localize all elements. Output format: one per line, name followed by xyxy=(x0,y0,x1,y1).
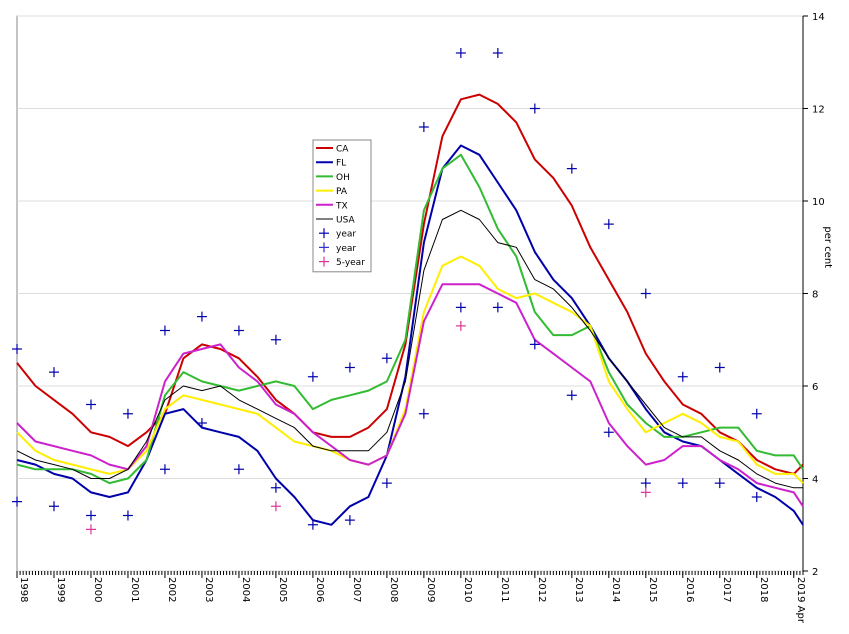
x-tick-label: 2003 xyxy=(203,577,214,602)
legend-label: OH xyxy=(336,173,350,183)
x-tick-label: 2011 xyxy=(499,577,510,602)
x-tick-label: 2008 xyxy=(388,577,399,602)
legend-label: year xyxy=(336,244,356,254)
y-tick-label: 12 xyxy=(812,105,825,116)
y-tick-label: 4 xyxy=(812,475,818,486)
y-tick-label: 10 xyxy=(812,197,825,208)
x-tick-label: 2004 xyxy=(240,577,251,602)
y-tick-label: 2 xyxy=(812,567,818,578)
y-axis-label: per cent xyxy=(822,226,833,268)
y-tick-label: 6 xyxy=(812,382,818,393)
y-tick-label: 14 xyxy=(812,12,825,23)
x-tick-label: 2017 xyxy=(721,577,732,602)
legend-label: PA xyxy=(336,187,348,197)
x-tick-label: 2000 xyxy=(92,577,103,602)
series-line-ca xyxy=(16,93,804,475)
x-tick-label: 2013 xyxy=(573,577,584,602)
series-line-pa xyxy=(16,255,804,484)
series-line-oh xyxy=(16,153,804,485)
x-tick-label: 2015 xyxy=(647,577,658,602)
legend-label: TX xyxy=(335,201,348,211)
legend-label: year xyxy=(336,230,356,240)
x-tick-label: 2002 xyxy=(166,577,177,602)
legend-label: USA xyxy=(336,216,355,226)
y-tick-label: 8 xyxy=(812,290,818,301)
x-tick-label: 2019 Apr xyxy=(795,577,806,624)
x-tick-label: 2006 xyxy=(314,577,325,602)
x-tick-label: 2007 xyxy=(351,577,362,602)
x-tick-label: 2009 xyxy=(425,577,436,602)
x-tick-label: 2016 xyxy=(684,577,695,602)
x-tick-label: 1999 xyxy=(55,577,66,602)
x-tick-label: 2014 xyxy=(610,577,621,602)
x-tick-label: 2001 xyxy=(129,577,140,602)
x-tick-label: 2010 xyxy=(462,577,473,602)
x-tick-label: 2018 xyxy=(758,577,769,602)
legend-label: CA xyxy=(336,145,349,155)
x-tick-label: 2012 xyxy=(536,577,547,602)
legend-label: FL xyxy=(336,159,346,169)
series-line-usa xyxy=(16,209,803,489)
legend-label: 5-year xyxy=(336,258,365,268)
x-tick-label: 1998 xyxy=(18,577,29,602)
x-tick-label: 2005 xyxy=(277,577,288,602)
